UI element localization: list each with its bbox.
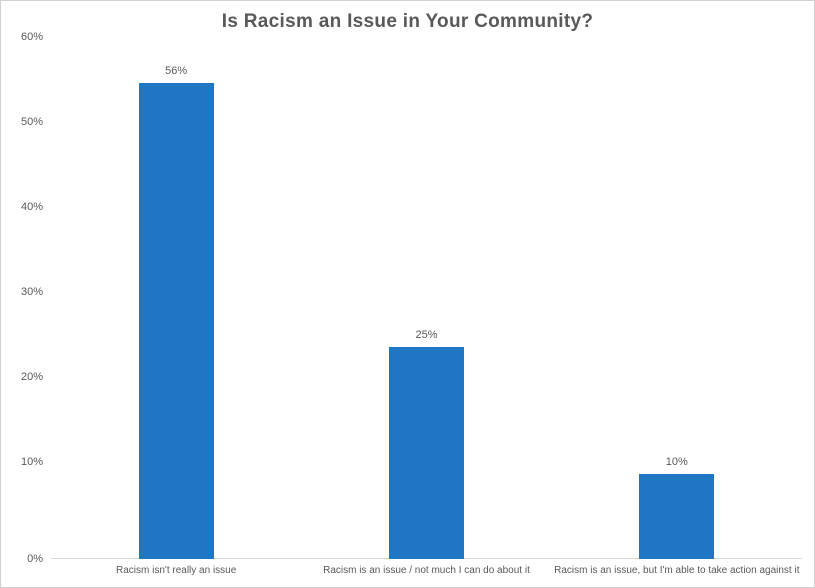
x-label: Racism is an issue, but I'm able to take… bbox=[552, 559, 802, 587]
bar-cell: 56% bbox=[51, 49, 301, 559]
bar-1: 56% bbox=[139, 83, 214, 559]
bar-cell: 10% bbox=[552, 49, 802, 559]
y-axis: 0% 10% 20% 30% 40% 50% 60% bbox=[1, 49, 51, 559]
y-tick: 50% bbox=[21, 116, 43, 128]
bar-2: 25% bbox=[389, 347, 464, 560]
bar-value-label: 10% bbox=[666, 456, 688, 468]
x-axis-labels: Racism isn't really an issue Racism is a… bbox=[51, 559, 802, 587]
plot-area: 56% 25% 10% bbox=[51, 49, 802, 559]
y-tick: 60% bbox=[21, 31, 43, 43]
bar-value-label: 25% bbox=[415, 329, 437, 341]
bars-row: 56% 25% 10% bbox=[51, 49, 802, 559]
bar-3: 10% bbox=[639, 474, 714, 559]
x-label: Racism isn't really an issue bbox=[51, 559, 301, 587]
chart-title: Is Racism an Issue in Your Community? bbox=[1, 1, 814, 33]
y-tick: 10% bbox=[21, 456, 43, 468]
x-label: Racism is an issue / not much I can do a… bbox=[301, 559, 551, 587]
y-tick: 40% bbox=[21, 201, 43, 213]
bar-value-label: 56% bbox=[165, 65, 187, 77]
chart-container: Is Racism an Issue in Your Community? 0%… bbox=[0, 0, 815, 588]
y-tick: 30% bbox=[21, 286, 43, 298]
bar-cell: 25% bbox=[301, 49, 551, 559]
y-tick: 20% bbox=[21, 371, 43, 383]
y-tick: 0% bbox=[27, 553, 43, 565]
